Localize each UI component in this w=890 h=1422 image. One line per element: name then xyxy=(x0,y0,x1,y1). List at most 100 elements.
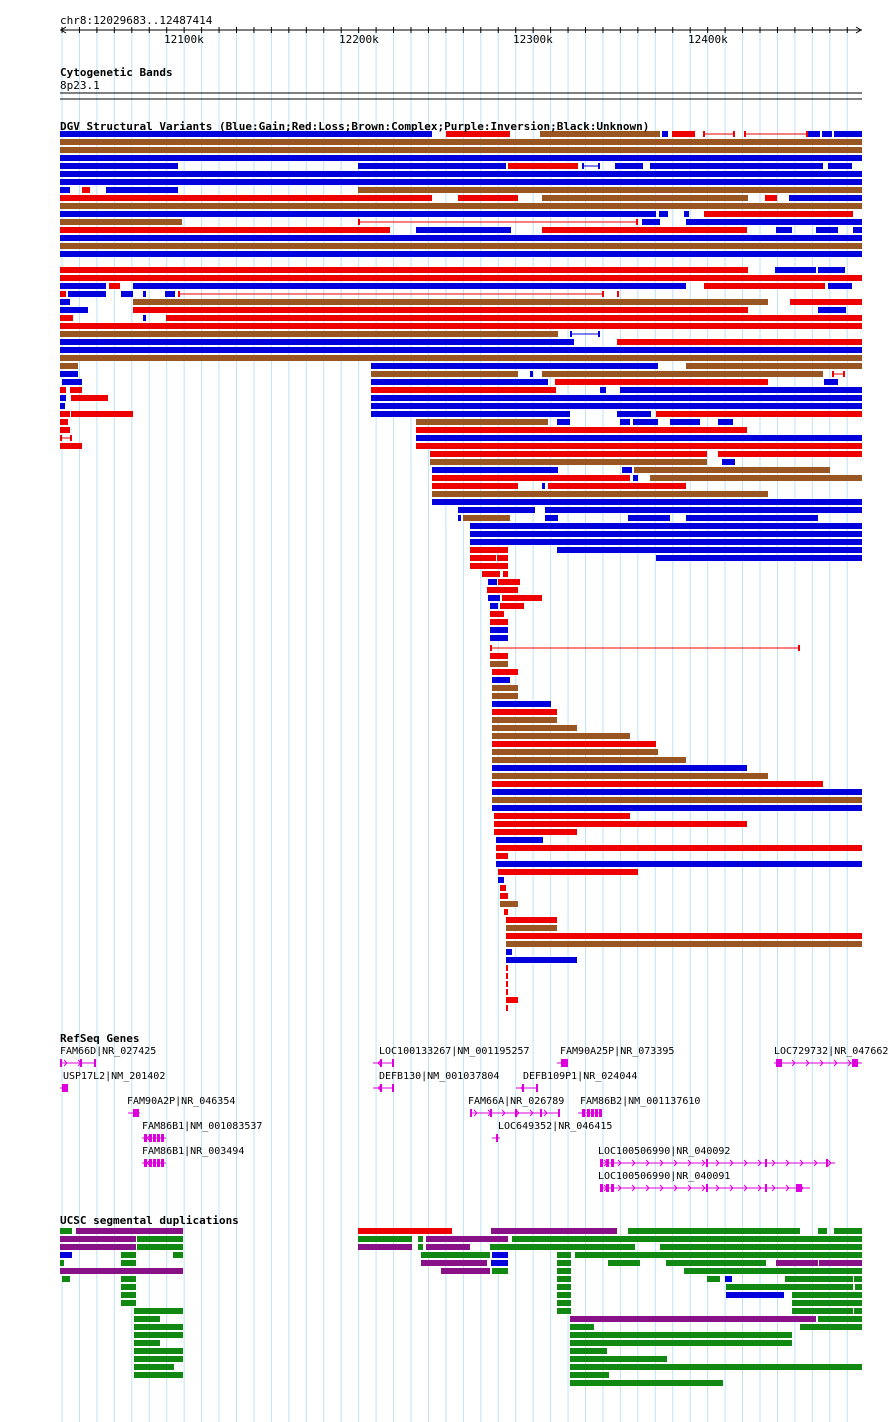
segdup-block xyxy=(557,1300,571,1306)
dgv-variant xyxy=(432,483,518,489)
dgv-variant xyxy=(133,299,768,305)
segdup-block xyxy=(421,1260,487,1266)
segdup-block xyxy=(137,1244,183,1250)
gene-label-loc100133267[interactable]: LOC100133267|NM_001195257 xyxy=(379,1046,530,1057)
dgv-variant xyxy=(60,347,862,353)
segdup-block xyxy=(121,1292,136,1298)
dgv-variant xyxy=(506,1005,508,1011)
dgv-variant xyxy=(722,459,735,465)
dgv-variant xyxy=(506,981,508,987)
dgv-variant xyxy=(542,371,823,377)
gene-label-defb109p1[interactable]: DEFB109P1|NR_024044 xyxy=(523,1071,638,1082)
segdup-track-title[interactable]: UCSC segmental duplications xyxy=(60,1214,239,1227)
gene-label-fam86b1-nr[interactable]: FAM86B1|NR_003494 xyxy=(142,1146,245,1157)
refseq-track-title[interactable]: RefSeq Genes xyxy=(60,1032,140,1045)
gene-label-fam66a[interactable]: FAM66A|NR_026789 xyxy=(468,1096,565,1107)
gene-label-usp17l2[interactable]: USP17L2|NM_201402 xyxy=(63,1071,166,1082)
gene-label-fam86b1-nm[interactable]: FAM86B1|NM_001083537 xyxy=(142,1121,263,1132)
gene-loc100133267-strand-mark xyxy=(377,1059,382,1067)
segdup-block xyxy=(491,1228,617,1234)
dgv-variant-end xyxy=(602,291,604,297)
segdup-block xyxy=(134,1332,183,1338)
dgv-variant xyxy=(776,227,792,233)
gene-label-loc100506990-b[interactable]: LOC100506990|NR_040091 xyxy=(598,1171,731,1182)
dgv-variant xyxy=(506,941,862,947)
dgv-variant xyxy=(470,523,862,529)
dgv-variant xyxy=(498,869,638,875)
dgv-variant xyxy=(492,677,510,683)
segdup-block xyxy=(121,1252,136,1258)
cytoband-label[interactable]: 8p23.1 xyxy=(60,79,100,92)
gene-label-loc729732[interactable]: LOC729732|NR_047662 xyxy=(774,1046,889,1057)
gene-loc100506990-a-strand-mark xyxy=(813,1159,818,1167)
dgv-variant xyxy=(633,419,658,425)
dgv-variant xyxy=(60,307,88,313)
dgv-variant xyxy=(490,627,508,633)
dgv-variant xyxy=(822,131,832,137)
gene-fam86b1-nr-exon xyxy=(144,1159,147,1167)
dgv-variant xyxy=(496,837,543,843)
dgv-variant xyxy=(718,419,733,425)
dgv-variant xyxy=(133,307,748,313)
gene-loc100506990-b-strand-mark xyxy=(715,1184,720,1192)
dgv-variant xyxy=(121,291,133,297)
dgv-variant xyxy=(542,483,545,489)
dgv-variant xyxy=(416,435,862,441)
dgv-variant xyxy=(500,603,524,609)
gene-defb130-exon xyxy=(380,1084,382,1092)
dgv-variant xyxy=(60,267,748,273)
segdup-block xyxy=(134,1316,160,1322)
dgv-variant xyxy=(492,757,686,763)
gene-label-fam90a25p[interactable]: FAM90A25P|NR_073395 xyxy=(560,1046,675,1057)
gene-fam86b1-nm-exon xyxy=(157,1134,160,1142)
dgv-variant xyxy=(60,155,862,161)
segdup-block xyxy=(62,1276,70,1282)
cytoband-track-title[interactable]: Cytogenetic Bands xyxy=(60,66,173,79)
gene-loc729732-strand-mark xyxy=(777,1059,782,1067)
dgv-variant xyxy=(60,363,78,369)
segdup-block xyxy=(725,1276,732,1282)
gene-loc100506990-b-exon xyxy=(765,1184,767,1192)
gene-label-fam86b2[interactable]: FAM86B2|NM_001137610 xyxy=(580,1096,701,1107)
segdup-block xyxy=(358,1228,452,1234)
segdup-block xyxy=(421,1252,490,1258)
dgv-variant xyxy=(545,507,862,513)
dgv-track-title[interactable]: DGV Structural Variants (Blue:Gain;Red:L… xyxy=(60,120,650,133)
dgv-variant xyxy=(494,821,747,827)
gene-fam66d-exon xyxy=(60,1059,62,1067)
dgv-variant xyxy=(498,579,520,585)
gene-loc100506990-a-strand-mark xyxy=(673,1159,678,1167)
dgv-variant xyxy=(620,387,862,393)
dgv-variant xyxy=(60,419,68,425)
gene-label-fam90a2p[interactable]: FAM90A2P|NR_046354 xyxy=(127,1096,236,1107)
dgv-variant xyxy=(492,733,630,739)
segdup-block xyxy=(557,1308,571,1314)
dgv-variant xyxy=(492,693,518,699)
dgv-variant xyxy=(416,227,511,233)
gene-fam66d-strand-mark xyxy=(77,1059,82,1067)
dgv-variant xyxy=(506,965,508,971)
dgv-variant xyxy=(488,579,497,585)
dgv-variant xyxy=(60,339,574,345)
dgv-variant xyxy=(60,331,558,337)
gene-label-fam66d[interactable]: FAM66D|NR_027425 xyxy=(60,1046,157,1057)
segdup-block xyxy=(60,1228,72,1234)
dgv-variant xyxy=(446,131,510,137)
segdup-block xyxy=(60,1236,136,1242)
segdup-block xyxy=(818,1316,862,1322)
segdup-block xyxy=(570,1332,792,1338)
gene-label-defb130[interactable]: DEFB130|NM_001037804 xyxy=(379,1071,500,1082)
gene-label-loc649352[interactable]: LOC649352|NR_046415 xyxy=(498,1121,613,1132)
segdup-block xyxy=(785,1276,853,1282)
segdup-block xyxy=(557,1260,571,1266)
dgv-variant xyxy=(106,187,178,193)
dgv-variant xyxy=(416,427,747,433)
dgv-variant xyxy=(492,717,557,723)
gene-label-loc100506990-a[interactable]: LOC100506990|NR_040092 xyxy=(598,1146,731,1157)
segdup-block xyxy=(121,1284,136,1290)
gene-fam86b1-nm-exon xyxy=(149,1134,152,1142)
gene-loc729732-strand-mark xyxy=(833,1059,838,1067)
dgv-variant xyxy=(490,635,508,641)
dgv-variant xyxy=(60,291,66,297)
